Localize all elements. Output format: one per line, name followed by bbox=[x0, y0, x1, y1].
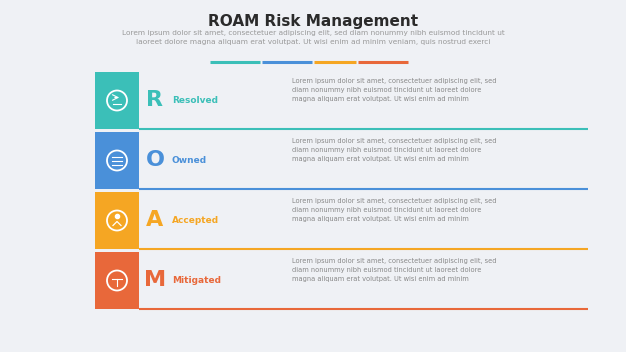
Text: Lorem ipsum dolor sit amet, consectetuer adipiscing elit, sed
diam nonummy nibh : Lorem ipsum dolor sit amet, consectetuer… bbox=[292, 138, 496, 162]
Text: Lorem ipsum dolor sit amet, consectetuer adipiscing elit, sed diam nonummy nibh : Lorem ipsum dolor sit amet, consectetuer… bbox=[121, 30, 505, 45]
Text: Lorem ipsum dolor sit amet, consectetuer adipiscing elit, sed
diam nonummy nibh : Lorem ipsum dolor sit amet, consectetuer… bbox=[292, 198, 496, 221]
Text: O: O bbox=[145, 151, 165, 170]
Text: R: R bbox=[146, 90, 163, 111]
Bar bbox=[95, 132, 139, 189]
Bar bbox=[95, 252, 139, 309]
Text: ROAM Risk Management: ROAM Risk Management bbox=[208, 14, 418, 29]
Text: M: M bbox=[144, 270, 166, 290]
Bar bbox=[95, 72, 139, 129]
Text: Lorem ipsum dolor sit amet, consectetuer adipiscing elit, sed
diam nonummy nibh : Lorem ipsum dolor sit amet, consectetuer… bbox=[292, 78, 496, 101]
Text: A: A bbox=[146, 210, 163, 231]
Text: Mitigated: Mitigated bbox=[172, 276, 221, 285]
Text: Lorem ipsum dolor sit amet, consectetuer adipiscing elit, sed
diam nonummy nibh : Lorem ipsum dolor sit amet, consectetuer… bbox=[292, 258, 496, 282]
Text: Resolved: Resolved bbox=[172, 96, 218, 105]
Bar bbox=[95, 192, 139, 249]
Text: Owned: Owned bbox=[172, 156, 207, 165]
Text: Accepted: Accepted bbox=[172, 216, 219, 225]
